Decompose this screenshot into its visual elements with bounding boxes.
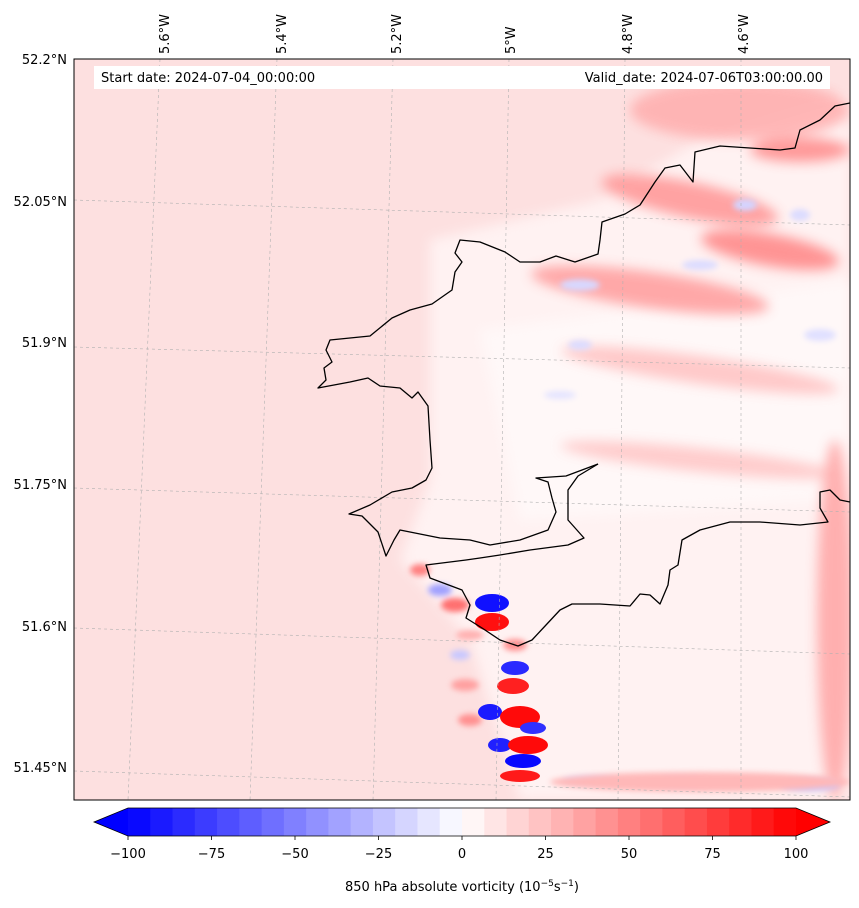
lat-label-51.9N: 51.9°N [22, 336, 67, 351]
colorbar-segment [350, 808, 374, 836]
colorbar-segment [328, 808, 352, 836]
colorbar-segment [595, 808, 619, 836]
lat-label-51.45N: 51.45°N [14, 761, 67, 776]
colorbar-segments [128, 808, 797, 836]
info-box [94, 66, 830, 89]
colorbar-tick-label: 0 [458, 847, 466, 862]
colorbar-unit-exp2: −1 [561, 879, 574, 889]
colorbar-segment [395, 808, 419, 836]
latitude-labels: 52.2°N 52.05°N 51.9°N 51.75°N 51.6°N 51.… [14, 53, 67, 776]
colorbar-tick-label: −75 [198, 847, 225, 862]
plot-frame [73, 58, 851, 801]
colorbar: −100 −75 −50 −25 0 25 50 75 100 850 hPa absolute… [92, 807, 832, 895]
colorbar-tick-label: −50 [281, 847, 308, 862]
colorbar-tick-label: 25 [537, 847, 554, 862]
lat-label-51.6N: 51.6°N [22, 620, 67, 635]
colorbar-title: 850 hPa absolute vorticity (10 [345, 880, 541, 895]
start-date-label: Start date: 2024-07-04_00:00:00 [101, 71, 315, 86]
colorbar-segment [506, 808, 530, 836]
colorbar-unit-close: ) [574, 880, 579, 895]
colorbar-tick-label: −100 [110, 847, 146, 862]
colorbar-segment [417, 808, 441, 836]
colorbar-tick-label: 75 [704, 847, 721, 862]
colorbar-segment [662, 808, 686, 836]
colorbar-segment [528, 808, 552, 836]
longitude-labels: 5.6°W 5.4°W 5.2°W 5°W 4.8°W 4.6°W [158, 14, 752, 54]
colorbar-segment [217, 808, 240, 836]
colorbar-low-extend [94, 808, 128, 836]
colorbar-segment [128, 808, 151, 836]
colorbar-segment [372, 808, 396, 836]
lon-label-5.4W: 5.4°W [275, 14, 290, 54]
lon-label-5W: 5°W [504, 26, 519, 54]
lon-label-4.6W: 4.6°W [737, 14, 752, 54]
colorbar-segment [573, 808, 597, 836]
colorbar-tick-label: 50 [621, 847, 638, 862]
colorbar-unit-exp1: −5 [541, 879, 554, 889]
lat-label-51.75N: 51.75°N [14, 478, 67, 493]
colorbar-high-extend [796, 808, 830, 836]
lon-label-4.8W: 4.8°W [621, 14, 636, 54]
lon-label-5.2W: 5.2°W [390, 14, 405, 54]
colorbar-segment [306, 808, 329, 836]
colorbar-segment [751, 808, 775, 836]
colorbar-segment [617, 808, 641, 836]
colorbar-tick-label: 100 [784, 847, 809, 862]
colorbar-segment [439, 808, 463, 836]
colorbar-ticks: −100 −75 −50 −25 0 25 50 75 100 [110, 836, 808, 862]
colorbar-segment [640, 808, 663, 836]
colorbar-segment [194, 808, 218, 836]
colorbar-unit-mid: s [554, 880, 561, 895]
colorbar-segment [729, 808, 753, 836]
valid-date-label: Valid_date: 2024-07-06T03:00:00.00 [585, 71, 823, 86]
vorticity-field [74, 59, 850, 800]
colorbar-segment [172, 808, 196, 836]
coastline [317, 102, 850, 647]
lon-label-5.6W: 5.6°W [158, 14, 173, 54]
colorbar-segment [551, 808, 574, 836]
graticule [74, 59, 850, 800]
colorbar-segment [239, 808, 263, 836]
colorbar-segment [462, 808, 485, 836]
colorbar-label: 850 hPa absolute vorticity (10−5s−1) [345, 879, 579, 895]
colorbar-segment [773, 808, 797, 836]
colorbar-segment [150, 808, 174, 836]
colorbar-tick-label: −25 [365, 847, 392, 862]
lat-label-52.2N: 52.2°N [22, 53, 67, 68]
colorbar-segment [261, 808, 285, 836]
colorbar-segment [484, 808, 508, 836]
colorbar-segment [706, 808, 730, 836]
colorbar-segment [684, 808, 708, 836]
lat-label-52.05N: 52.05°N [14, 195, 67, 210]
colorbar-segment [283, 808, 307, 836]
